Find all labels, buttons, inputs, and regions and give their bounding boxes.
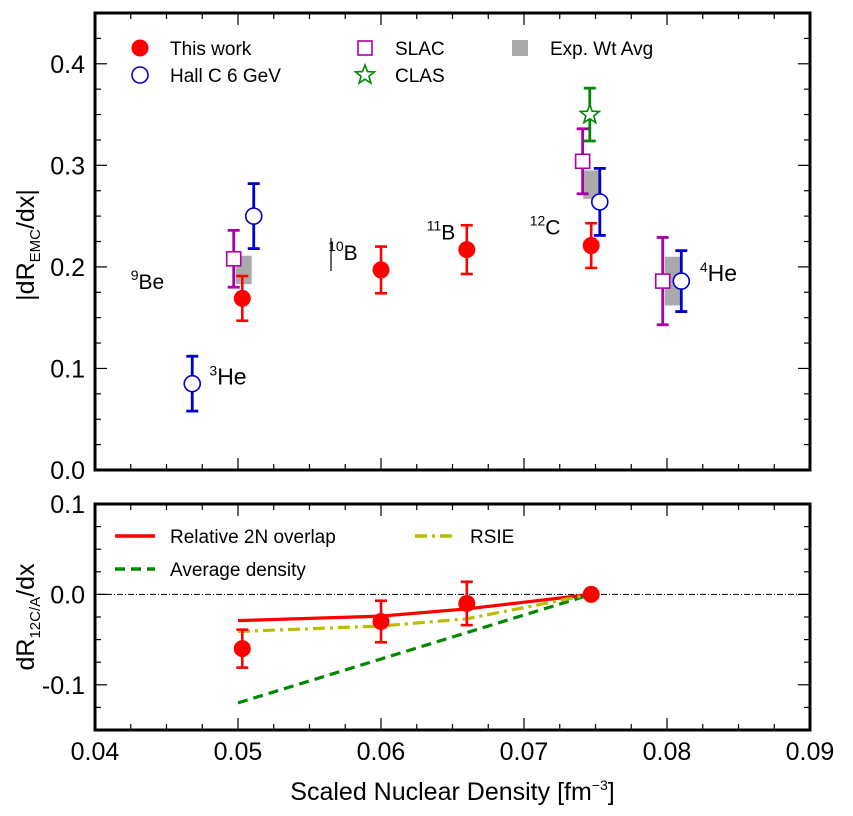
data-point xyxy=(582,237,600,255)
legend-label: Hall C 6 GeV xyxy=(170,66,281,87)
data-point xyxy=(458,594,476,612)
legend-label: CLAS xyxy=(395,66,445,87)
nucleus-mass-number: 4 xyxy=(700,259,708,275)
data-point xyxy=(183,374,202,393)
bottom-y-axis-title: dR12C/A/dx xyxy=(12,563,44,671)
data-point xyxy=(654,273,671,289)
bottom-plot-frame xyxy=(93,502,812,732)
top-panel-y-tick-label: 0.4 xyxy=(50,51,85,79)
x-title-tail: ] xyxy=(608,778,615,806)
x-axis-title: Scaled Nuclear Density [fm−3] xyxy=(290,777,614,806)
nucleus-label: 9Be xyxy=(131,267,164,294)
top-y-axis-title: |dREMC/dx| xyxy=(12,189,44,301)
y-title-tail: /dx| xyxy=(12,189,40,229)
nucleus-symbol: B xyxy=(441,221,455,244)
nucleus-symbol: B xyxy=(344,242,358,265)
data-point xyxy=(458,241,476,259)
legend-marker xyxy=(357,40,373,56)
model-line xyxy=(237,592,592,623)
nucleus-symbol: He xyxy=(217,364,246,390)
nucleus-symbol: Be xyxy=(139,271,165,294)
nucleus-mass-number: 3 xyxy=(209,363,217,379)
bottom-panel-y-tick-label: 0.0 xyxy=(50,581,85,609)
nucleus-symbol: He xyxy=(708,260,737,286)
top-panel-y-tick-label: 0.2 xyxy=(50,254,85,282)
legend-marker xyxy=(353,62,377,85)
legend-marker xyxy=(512,40,528,56)
legend-marker xyxy=(131,39,149,57)
legend-label: Relative 2N overlap xyxy=(170,527,336,548)
nucleus-mass-number: 11 xyxy=(427,217,442,233)
x-title-superscript: −3 xyxy=(592,777,608,793)
top-panel-y-tick-label: 0.1 xyxy=(50,355,85,383)
data-point xyxy=(372,613,390,631)
top-panel-y-tick-label: 0.0 xyxy=(50,457,85,485)
data-point xyxy=(372,261,390,279)
data-point xyxy=(244,207,263,225)
y-title-subscript: EMC xyxy=(27,229,44,263)
model-line xyxy=(237,592,592,705)
x-tick-label: 0.05 xyxy=(214,738,263,766)
data-point xyxy=(578,102,602,125)
data-point xyxy=(225,250,242,267)
top-panel-y-tick-label: 0.3 xyxy=(50,152,85,180)
x-title-main: Scaled Nuclear Density [fm xyxy=(290,778,592,806)
nucleus-label: 4He xyxy=(700,259,737,286)
bottom-panel-y-tick-label: 0.1 xyxy=(50,491,85,519)
top-plot-frame xyxy=(93,11,812,472)
y-title-main: |dR xyxy=(12,262,40,300)
x-tick-label: 0.08 xyxy=(643,738,692,766)
legend-label: RSIE xyxy=(470,527,514,548)
legend-label: This work xyxy=(170,39,252,60)
data-point xyxy=(582,585,600,603)
data-point xyxy=(672,272,691,290)
nucleus-label: 12C xyxy=(530,212,561,239)
data-point xyxy=(233,289,251,307)
legend-marker xyxy=(131,66,149,84)
nucleus-mass-number: 12 xyxy=(530,212,546,228)
nucleus-mass-number: 9 xyxy=(131,267,139,283)
nucleus-mass-number: 10 xyxy=(328,238,344,254)
bottom-panel-y-tick-label: -0.1 xyxy=(42,672,85,700)
exp-wt-avg-band xyxy=(583,170,600,199)
data-point xyxy=(574,153,591,170)
x-tick-label: 0.07 xyxy=(500,738,549,766)
legend-label: SLAC xyxy=(395,39,445,60)
y-title-tail: /dx xyxy=(12,563,40,597)
nucleus-label: 11B xyxy=(427,217,456,244)
x-tick-label: 0.09 xyxy=(786,738,835,766)
nucleus-label: 3He xyxy=(209,363,246,390)
model-line xyxy=(237,592,592,634)
nucleus-symbol: C xyxy=(545,216,560,239)
legend-label: Average density xyxy=(170,560,306,581)
y-title-main: dR xyxy=(12,639,40,671)
y-title-subscript: 12C/A xyxy=(27,597,44,639)
x-tick-label: 0.04 xyxy=(71,738,120,766)
legend-label: Exp. Wt Avg xyxy=(550,39,653,60)
nucleus-label: 10B xyxy=(328,238,358,265)
x-tick-label: 0.06 xyxy=(357,738,406,766)
data-point xyxy=(233,640,251,658)
data-point xyxy=(590,193,609,211)
